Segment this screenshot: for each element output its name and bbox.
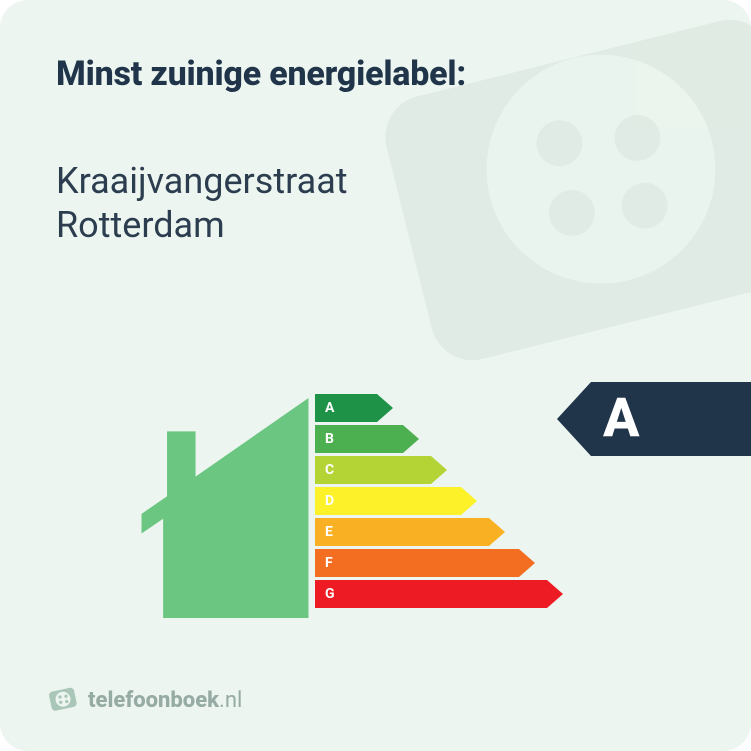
energy-bar-label: A <box>315 394 377 422</box>
energy-bar-g: G <box>315 580 615 608</box>
energy-bar-d: D <box>315 487 615 515</box>
energy-bar-label: D <box>315 487 461 515</box>
energy-bar-c: C <box>315 456 615 484</box>
energy-bars: ABCDEFG <box>315 394 615 611</box>
energy-bar-arrow <box>461 487 477 515</box>
card: Minst zuinige energielabel: Kraaijvanger… <box>0 0 751 751</box>
footer-logo-icon <box>48 685 78 715</box>
energy-bar-e: E <box>315 518 615 546</box>
energy-bar-label: B <box>315 425 403 453</box>
house-icon <box>140 398 310 618</box>
energy-bar-label: G <box>315 580 547 608</box>
energy-bar-b: B <box>315 425 615 453</box>
location: Kraaijvangerstraat Rotterdam <box>56 160 348 248</box>
energy-bar-arrow <box>519 549 535 577</box>
location-line-2: Rotterdam <box>56 204 348 248</box>
footer-brand: telefoonboek.nl <box>88 688 242 713</box>
energy-bar-arrow <box>431 456 447 484</box>
energy-bar-arrow <box>377 394 393 422</box>
energy-bar-label: C <box>315 456 431 484</box>
page-title: Minst zuinige energielabel: <box>56 54 466 94</box>
energy-bar-f: F <box>315 549 615 577</box>
energy-bar-arrow <box>547 580 563 608</box>
energy-bar-label: F <box>315 549 519 577</box>
energy-bar-arrow <box>489 518 505 546</box>
footer-brand-name: telefoonboek <box>88 688 219 713</box>
energy-bar-label: E <box>315 518 489 546</box>
footer: telefoonboek.nl <box>48 685 242 715</box>
footer-brand-suffix: .nl <box>219 688 242 713</box>
location-line-1: Kraaijvangerstraat <box>56 160 348 204</box>
energy-bar-arrow <box>403 425 419 453</box>
energy-label-chart: ABCDEFG <box>140 394 620 624</box>
energy-bar-a: A <box>315 394 615 422</box>
